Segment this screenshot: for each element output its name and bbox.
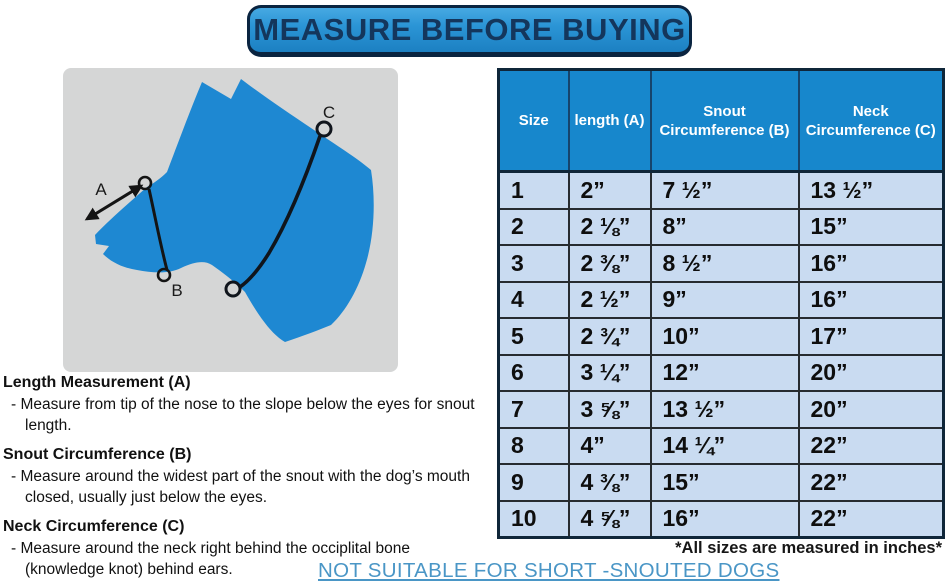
length-cell: 4 ⅜” xyxy=(567,463,652,502)
neck-cell: 16” xyxy=(797,280,945,319)
length-cell: 3 ¼” xyxy=(567,353,652,392)
size-cell: 2 xyxy=(497,207,570,246)
note-neck-heading: Neck Circumference (C) xyxy=(3,518,185,535)
neck-cell: 20” xyxy=(797,390,945,429)
neck-cell: 22” xyxy=(797,499,945,539)
neck-cell: 15” xyxy=(797,207,945,246)
inches-note: *All sizes are measured in inches* xyxy=(675,539,942,557)
snout-loop-top-curl xyxy=(137,175,153,191)
size-cell: 3 xyxy=(497,244,570,283)
note-neck: Neck Circumference (C) - Measure around … xyxy=(3,518,481,580)
length-arrow xyxy=(84,184,144,221)
col-header-size: Size xyxy=(497,68,570,173)
neck-cell: 20” xyxy=(797,353,945,392)
measurement-notes: Length Measurement (A) - Measure from ti… xyxy=(3,374,481,583)
size-cell: 7 xyxy=(497,390,570,429)
snout-cell: 16” xyxy=(649,499,800,539)
note-length-heading: Length Measurement (A) xyxy=(3,374,191,391)
length-cell: 2 ½” xyxy=(567,280,652,319)
neck-cell: 16” xyxy=(797,244,945,283)
length-cell: 4” xyxy=(567,426,652,465)
size-cell: 9 xyxy=(497,463,570,502)
label-c: C xyxy=(323,103,335,122)
snout-measure-loop xyxy=(147,188,169,271)
dog-diagram-svg: A B C xyxy=(84,79,374,342)
note-snout-body: - Measure around the widest part of the … xyxy=(11,468,470,506)
table-row: 7 3 ⅝” 13 ½” 20” xyxy=(497,390,945,429)
table-row: 8 4” 14 ¼” 22” xyxy=(497,426,945,465)
table-row: 10 4 ⅝” 16” 22” xyxy=(497,499,945,539)
label-b: B xyxy=(171,281,182,300)
label-a: A xyxy=(95,180,107,199)
size-cell: 6 xyxy=(497,353,570,392)
col-header-length: length (A) xyxy=(567,68,652,173)
neck-cell: 13 ½” xyxy=(797,170,945,210)
note-length-body: - Measure from tip of the nose to the sl… xyxy=(11,396,475,434)
neck-loop-top-curl xyxy=(315,120,333,138)
snout-loop-bottom-curl xyxy=(156,267,172,283)
table-row: 4 2 ½” 9” 16” xyxy=(497,280,945,319)
table-row: 5 2 ¾” 10” 17” xyxy=(497,317,945,356)
neck-cell: 22” xyxy=(797,426,945,465)
snout-cell: 9” xyxy=(649,280,800,319)
length-cell: 2 ⅜” xyxy=(567,244,652,283)
table-row: 3 2 ⅜” 8 ½” 16” xyxy=(497,244,945,283)
snout-cell: 8 ½” xyxy=(649,244,800,283)
length-cell: 2 ⅛” xyxy=(567,207,652,246)
note-neck-body: - Measure around the neck right behind t… xyxy=(11,540,410,578)
snout-cell: 15” xyxy=(649,463,800,502)
length-cell: 2” xyxy=(567,170,652,210)
snout-cell: 13 ½” xyxy=(649,390,800,429)
table-header-row: Size length (A) Snout Circumference (B) … xyxy=(497,68,945,173)
length-cell: 2 ¾” xyxy=(567,317,652,356)
note-snout-heading: Snout Circumference (B) xyxy=(3,446,192,463)
table-row: 2 2 ⅛” 8” 15” xyxy=(497,207,945,246)
note-snout: Snout Circumference (B) - Measure around… xyxy=(3,446,481,508)
col-header-snout: Snout Circumference (B) xyxy=(649,68,800,173)
table-row: 1 2” 7 ½” 13 ½” xyxy=(497,170,945,210)
col-header-neck: Neck Circumference (C) xyxy=(797,68,945,173)
size-cell: 8 xyxy=(497,426,570,465)
warning-link[interactable]: NOT SUITABLE FOR SHORT -SNOUTED DOGS xyxy=(318,559,780,582)
neck-loop-bottom-curl xyxy=(224,280,242,298)
length-cell: 4 ⅝” xyxy=(567,499,652,539)
table-row: 6 3 ¼” 12” 20” xyxy=(497,353,945,392)
size-chart-table: Size length (A) Snout Circumference (B) … xyxy=(497,68,945,539)
snout-cell: 7 ½” xyxy=(649,170,800,210)
table-row: 9 4 ⅜” 15” 22” xyxy=(497,463,945,502)
snout-cell: 12” xyxy=(649,353,800,392)
size-cell: 4 xyxy=(497,280,570,319)
neck-cell: 22” xyxy=(797,463,945,502)
banner-title: MEASURE BEFORE BUYING xyxy=(253,12,686,47)
neck-cell: 17” xyxy=(797,317,945,356)
neck-measure-loop xyxy=(238,135,322,289)
dog-silhouette xyxy=(95,79,374,342)
size-cell: 1 xyxy=(497,170,570,210)
snout-cell: 14 ¼” xyxy=(649,426,800,465)
banner: MEASURE BEFORE BUYING xyxy=(247,5,692,57)
snout-cell: 8” xyxy=(649,207,800,246)
dog-head-illustration: A B C xyxy=(63,68,398,372)
size-cell: 5 xyxy=(497,317,570,356)
snout-cell: 10” xyxy=(649,317,800,356)
size-cell: 10 xyxy=(497,499,570,539)
note-length: Length Measurement (A) - Measure from ti… xyxy=(3,374,481,436)
length-cell: 3 ⅝” xyxy=(567,390,652,429)
